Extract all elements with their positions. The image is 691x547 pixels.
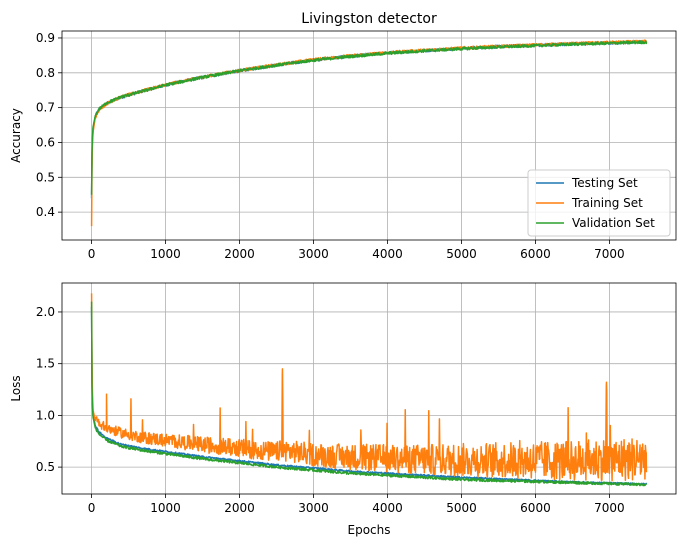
loss-y-tick-label: 0.5	[36, 460, 55, 474]
legend-label: Training Set	[571, 196, 643, 210]
loss-y-label: Loss	[9, 375, 23, 401]
accuracy-y-tick-label: 0.4	[36, 205, 55, 219]
loss-series-training-set	[90, 293, 648, 482]
accuracy-x-tick-label: 7000	[594, 247, 625, 261]
loss-series	[90, 293, 648, 487]
loss-x-tick-label: 2000	[224, 501, 255, 515]
loss-ticks: 0 1000 2000 3000 4000 5000 6000 7000 0.5 1.0 1.5 2.…	[36, 305, 625, 515]
accuracy-x-tick-label: 3000	[298, 247, 329, 261]
legend-box	[527, 169, 671, 237]
loss-y-tick-label: 2.0	[36, 305, 55, 319]
legend-label: Validation Set	[572, 216, 655, 230]
chart-title: Livingston detector	[301, 11, 437, 27]
loss-x-tick-label: 6000	[520, 501, 551, 515]
accuracy-ticks: 0 1000 2000 3000 4000 5000 6000 7000 0.4 0.5 0.6 0.…	[36, 31, 625, 261]
accuracy-series-validation-set	[90, 40, 648, 195]
accuracy-x-tick-label: 6000	[520, 247, 551, 261]
accuracy-y-tick-label: 0.8	[36, 66, 55, 80]
loss-x-label: Epochs	[348, 523, 391, 537]
loss-plot: 0 1000 2000 3000 4000 5000 6000 7000 0.5 1.0 1.5 2.…	[9, 282, 677, 537]
legend-label: Testing Set	[571, 176, 638, 190]
legend: Testing Set Training Set Validation Set	[527, 169, 671, 237]
loss-axes-frame	[61, 282, 677, 495]
accuracy-x-tick-label: 0	[88, 247, 96, 261]
accuracy-y-label: Accuracy	[9, 108, 23, 163]
accuracy-x-tick-label: 1000	[150, 247, 181, 261]
loss-x-tick-label: 3000	[298, 501, 329, 515]
loss-y-tick-label: 1.0	[36, 408, 55, 422]
accuracy-x-tick-label: 4000	[372, 247, 403, 261]
loss-x-tick-label: 5000	[446, 501, 477, 515]
accuracy-y-tick-label: 0.6	[36, 135, 55, 149]
loss-series-validation-set	[90, 301, 648, 487]
accuracy-series	[90, 39, 648, 227]
loss-x-tick-label: 7000	[594, 501, 625, 515]
loss-grid	[62, 283, 676, 494]
accuracy-x-tick-label: 5000	[446, 247, 477, 261]
loss-x-tick-label: 4000	[372, 501, 403, 515]
accuracy-y-tick-label: 0.9	[36, 31, 55, 45]
accuracy-plot: 0 1000 2000 3000 4000 5000 6000 7000 0.4 0.5 0.6 0.…	[9, 11, 677, 261]
accuracy-axes-frame	[61, 30, 677, 241]
accuracy-y-tick-label: 0.5	[36, 170, 55, 184]
loss-x-tick-label: 0	[88, 501, 96, 515]
loss-x-tick-label: 1000	[150, 501, 181, 515]
accuracy-y-tick-label: 0.7	[36, 101, 55, 115]
loss-y-tick-label: 1.5	[36, 357, 55, 371]
accuracy-x-tick-label: 2000	[224, 247, 255, 261]
